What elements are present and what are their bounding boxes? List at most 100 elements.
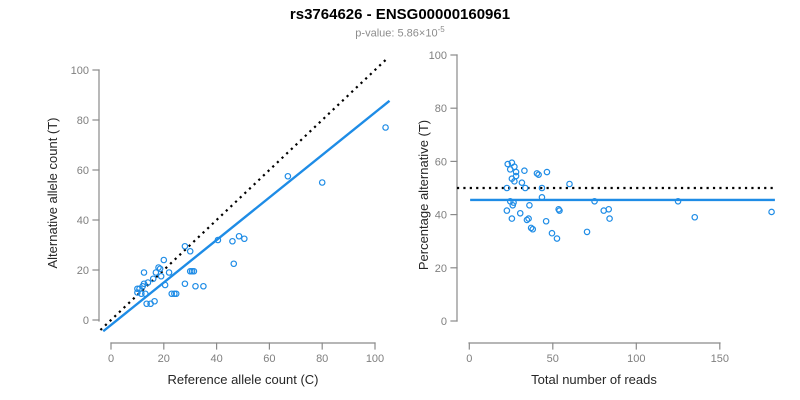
- data-point: [168, 290, 176, 298]
- data-point: [591, 198, 598, 205]
- data-point: [161, 281, 169, 289]
- y-tick-label: 40: [435, 210, 447, 222]
- y-tick-label: 100: [71, 65, 89, 77]
- data-point: [241, 235, 248, 243]
- pvalue-exponent: -5: [437, 25, 445, 34]
- data-point: [504, 160, 512, 168]
- x-tick-label: 100: [366, 353, 384, 365]
- data-point: [566, 180, 573, 188]
- data-point: [235, 232, 243, 240]
- data-point: [533, 170, 541, 177]
- data-point: [214, 236, 222, 244]
- y-tick-label: 20: [77, 265, 89, 277]
- data-point: [768, 208, 775, 216]
- data-point: [605, 205, 613, 213]
- data-point: [140, 280, 148, 288]
- x-tick-label: 40: [210, 353, 222, 365]
- x-tick-label: 0: [466, 353, 472, 365]
- data-point: [155, 264, 162, 271]
- data-point: [138, 290, 145, 298]
- y-tick-label: 80: [77, 115, 89, 127]
- data-point: [526, 201, 533, 209]
- data-point: [511, 178, 518, 185]
- data-point: [192, 282, 199, 290]
- data-point: [151, 297, 158, 305]
- data-point: [674, 198, 682, 205]
- data-point: [144, 279, 152, 286]
- data-point: [142, 290, 149, 298]
- data-point: [134, 285, 141, 293]
- fit-line: [102, 99, 391, 333]
- data-point: [157, 272, 165, 280]
- data-point: [512, 168, 520, 176]
- right-y-axis-title: Percentage alternative (T): [416, 120, 431, 270]
- data-point: [284, 172, 292, 180]
- right-scatter-plot: Total number of reads Percentage alterna…: [416, 50, 775, 387]
- data-point: [172, 290, 180, 298]
- pvalue-subtitle: p-value: 5.86×10-5: [0, 25, 800, 40]
- data-point: [512, 172, 520, 180]
- data-point: [548, 229, 556, 237]
- data-point: [521, 184, 529, 192]
- left-scatter-plot: Reference allele count (C) Alternative a…: [45, 57, 391, 387]
- data-point: [149, 275, 157, 283]
- data-point: [143, 300, 150, 308]
- data-point: [606, 215, 613, 222]
- data-point: [516, 209, 524, 217]
- plot-title: rs3764626 - ENSG00000160961: [289, 6, 511, 23]
- data-point: [318, 179, 326, 186]
- data-point: [186, 247, 194, 255]
- y-tick-label: 80: [435, 103, 447, 115]
- left-x-axis-title: Reference allele count (C): [167, 372, 318, 387]
- data-point: [156, 265, 164, 273]
- data-point: [382, 124, 389, 131]
- left-y-axis-title: Alternative allele count (T): [45, 117, 60, 268]
- data-point: [503, 184, 511, 192]
- data-point: [152, 269, 160, 276]
- data-point: [181, 242, 189, 250]
- y-tick-label: 60: [435, 156, 447, 168]
- data-point: [538, 184, 546, 192]
- data-point: [134, 289, 141, 296]
- data-point: [583, 228, 591, 236]
- pvalue-text: p-value: 5.86×10: [355, 27, 438, 40]
- data-point: [229, 237, 236, 245]
- x-tick-label: 60: [263, 353, 275, 365]
- x-tick-label: 50: [547, 353, 559, 365]
- x-tick-label: 150: [711, 353, 729, 365]
- data-point: [165, 269, 173, 276]
- data-point: [160, 256, 168, 264]
- data-point: [538, 194, 546, 201]
- y-tick-label: 0: [441, 316, 447, 328]
- data-point: [521, 167, 528, 175]
- x-tick-label: 100: [627, 353, 645, 365]
- y-tick-label: 100: [429, 50, 447, 62]
- right-x-axis-title: Total number of reads: [531, 372, 657, 387]
- data-point: [230, 260, 238, 268]
- data-point: [518, 179, 526, 186]
- data-point: [691, 213, 699, 221]
- data-point: [140, 269, 148, 276]
- y-tick-label: 60: [77, 165, 89, 177]
- data-point: [200, 282, 207, 290]
- data-point: [503, 207, 511, 214]
- data-point: [535, 171, 542, 179]
- data-point: [525, 215, 532, 222]
- x-tick-label: 0: [108, 353, 114, 365]
- data-point: [529, 225, 537, 233]
- x-tick-label: 80: [316, 353, 328, 365]
- data-point: [506, 166, 514, 173]
- data-point: [553, 235, 561, 242]
- x-tick-label: 20: [158, 353, 170, 365]
- y-tick-label: 20: [435, 263, 447, 275]
- data-point: [509, 201, 517, 209]
- data-point: [190, 267, 198, 275]
- data-point: [527, 224, 535, 232]
- data-point: [542, 217, 550, 225]
- data-point: [543, 168, 551, 176]
- data-point: [181, 280, 189, 288]
- data-point: [508, 215, 516, 222]
- data-point: [523, 216, 531, 224]
- data-point: [556, 207, 563, 214]
